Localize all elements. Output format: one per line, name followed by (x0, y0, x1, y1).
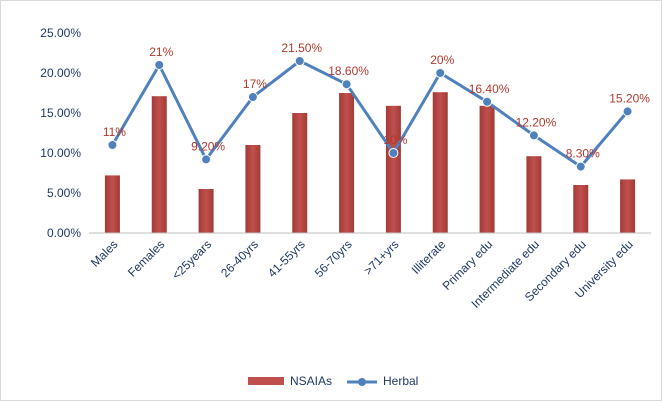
bar (339, 93, 355, 233)
data-label: 10% (383, 133, 407, 147)
data-label: 18.60% (328, 64, 369, 78)
legend: NSAIAs Herbal (248, 374, 418, 388)
x-tick-label: Illiterate (409, 237, 449, 277)
data-label: 21% (149, 45, 173, 59)
data-point (247, 92, 258, 102)
x-tick-label: <25years (169, 237, 214, 282)
bar (198, 189, 214, 233)
y-tick-label: 10.00% (40, 146, 81, 160)
legend-marker (358, 378, 366, 386)
x-tick-label: 56-70yrs (312, 237, 355, 280)
data-point (482, 96, 493, 107)
data-label: 17% (243, 77, 267, 91)
line-series: 11% 21% 9.20% 17% 21.50% 18.60% 10% 20% 16.40% 12… (103, 41, 650, 172)
bar (432, 92, 448, 233)
bar (151, 96, 167, 233)
data-label: 12.20% (516, 115, 557, 129)
y-tick-label: 25.00% (40, 26, 81, 40)
legend-label: NSAIAs (290, 374, 332, 388)
data-point (388, 148, 399, 158)
x-tick-label: 41-55yrs (265, 237, 308, 280)
data-point (528, 130, 539, 141)
data-label: 21.50% (281, 41, 322, 55)
bar (573, 185, 589, 233)
bar-series (104, 92, 636, 233)
bar (526, 156, 542, 233)
data-label: 15.20% (609, 91, 650, 105)
x-axis: Males Females <25years 26-40yrs 41-55yrs 56-7… (88, 232, 651, 311)
x-tick-label: Females (125, 237, 167, 279)
data-label: 11% (103, 125, 126, 139)
bar (479, 105, 495, 233)
data-label: 16.40% (469, 82, 510, 96)
data-label: 8.30% (566, 147, 600, 161)
legend-swatch-bar (248, 377, 284, 385)
herbal-line (111, 59, 629, 169)
data-point (107, 140, 118, 150)
data-label: 9.20% (191, 139, 225, 153)
data-point (575, 161, 586, 172)
y-axis: 0.00% 5.00% 10.00% 15.00% 20.00% 25.00% (40, 26, 81, 240)
data-point (435, 68, 446, 78)
data-point (201, 154, 212, 165)
x-tick-label: 26-40yrs (218, 237, 261, 280)
x-tick-label: Males (88, 237, 121, 270)
y-tick-label: 5.00% (47, 186, 81, 200)
bar (245, 145, 261, 233)
y-tick-label: 20.00% (40, 66, 81, 80)
data-point (294, 56, 305, 66)
y-tick-label: 0.00% (47, 226, 81, 240)
y-tick-label: 15.00% (40, 106, 81, 120)
bar (104, 175, 120, 233)
data-point (622, 106, 633, 117)
bar (385, 105, 401, 233)
bar (620, 179, 636, 233)
bar (292, 113, 308, 233)
data-point (341, 79, 352, 90)
data-point (154, 60, 165, 70)
data-label: 20% (430, 53, 454, 67)
x-tick-label: >71+yrs (361, 237, 402, 278)
legend-label: Herbal (383, 374, 418, 388)
